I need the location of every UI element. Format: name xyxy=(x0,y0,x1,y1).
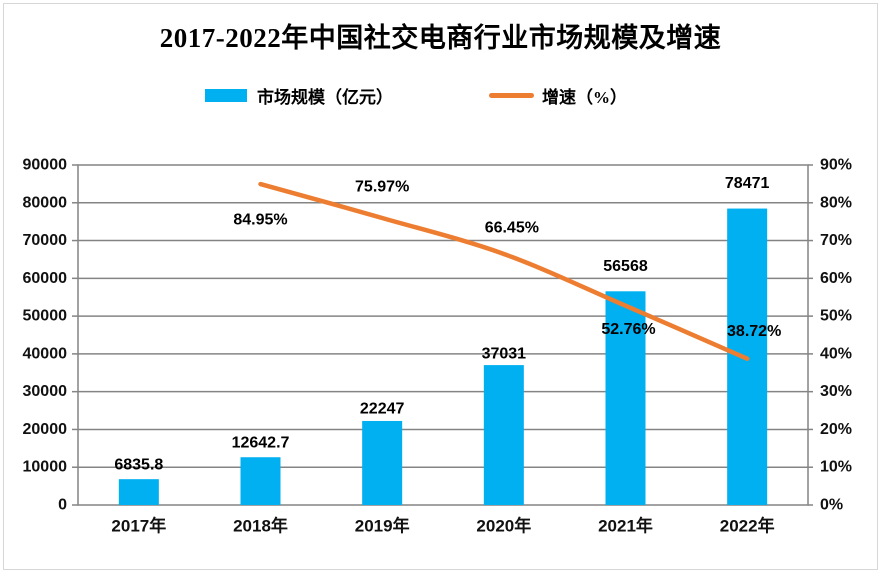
x-axis-category-label: 2021年 xyxy=(598,516,653,536)
x-axis-category-label: 2018年 xyxy=(233,516,288,536)
right-axis-tick-label: 90% xyxy=(820,157,852,174)
bar-2021年 xyxy=(605,291,646,505)
growth-rate-label: 84.95% xyxy=(233,212,287,229)
legend-market-size-label: 市场规模（亿元） xyxy=(257,87,393,107)
bar-value-label: 12642.7 xyxy=(232,435,290,452)
right-axis-tick-label: 10% xyxy=(820,459,852,476)
bar-value-label: 22247 xyxy=(360,400,405,417)
x-axis-category-label: 2019年 xyxy=(355,516,410,536)
legend-growth-rate-label: 增速（%） xyxy=(542,87,627,107)
right-axis-tick-label: 50% xyxy=(820,308,852,325)
left-axis-tick-label: 90000 xyxy=(23,157,68,174)
bar-2020年 xyxy=(483,365,524,505)
bar-value-label: 6835.8 xyxy=(114,457,163,474)
legend-item-market-size: 市场规模（亿元） xyxy=(205,86,393,107)
chart-title: 2017-2022年中国社交电商行业市场规模及增速 xyxy=(159,23,722,53)
x-axis-category-label: 2020年 xyxy=(476,516,531,536)
bar-2017年 xyxy=(118,479,159,505)
growth-rate-label: 52.76% xyxy=(601,321,655,338)
left-axis-tick-label: 40000 xyxy=(23,345,68,362)
growth-rate-line xyxy=(258,181,750,361)
right-axis-tick-label: 20% xyxy=(820,421,852,438)
plot-area-border xyxy=(77,164,809,506)
left-axis-tick-label: 20000 xyxy=(23,421,68,438)
left-axis-tick-label: 0 xyxy=(58,497,67,514)
growth-rate-label: 38.72% xyxy=(727,323,781,340)
left-axis-tick-label: 30000 xyxy=(23,383,68,400)
right-axis-tick-label: 0% xyxy=(820,497,843,514)
growth-rate-label: 75.97% xyxy=(355,179,409,196)
legend-line-swatch xyxy=(489,92,534,98)
right-axis-tick-label: 60% xyxy=(820,270,852,287)
growth-rate-label: 66.45% xyxy=(485,219,539,236)
left-axis-tick-label: 10000 xyxy=(23,459,68,476)
legend-item-growth-rate: 增速（%） xyxy=(489,86,627,107)
left-axis-tick-label: 50000 xyxy=(23,308,68,325)
right-axis-tick-label: 80% xyxy=(820,194,852,211)
left-axis-tick-label: 80000 xyxy=(23,194,68,211)
right-axis-tick-label: 70% xyxy=(820,232,852,249)
x-axis-category-label: 2017年 xyxy=(111,516,166,536)
bar-value-label: 78471 xyxy=(725,175,770,192)
bar-value-label: 37031 xyxy=(482,346,527,363)
bar-2019年 xyxy=(362,420,403,505)
right-axis-tick-label: 30% xyxy=(820,383,852,400)
left-axis-tick-label: 70000 xyxy=(23,232,68,249)
x-axis-category-label: 2022年 xyxy=(720,516,775,536)
bar-2018年 xyxy=(240,457,281,505)
legend-bar-swatch xyxy=(205,88,247,102)
left-axis-tick-label: 60000 xyxy=(23,270,68,287)
right-axis-tick-label: 40% xyxy=(820,345,852,362)
bar-value-label: 56568 xyxy=(603,258,648,275)
